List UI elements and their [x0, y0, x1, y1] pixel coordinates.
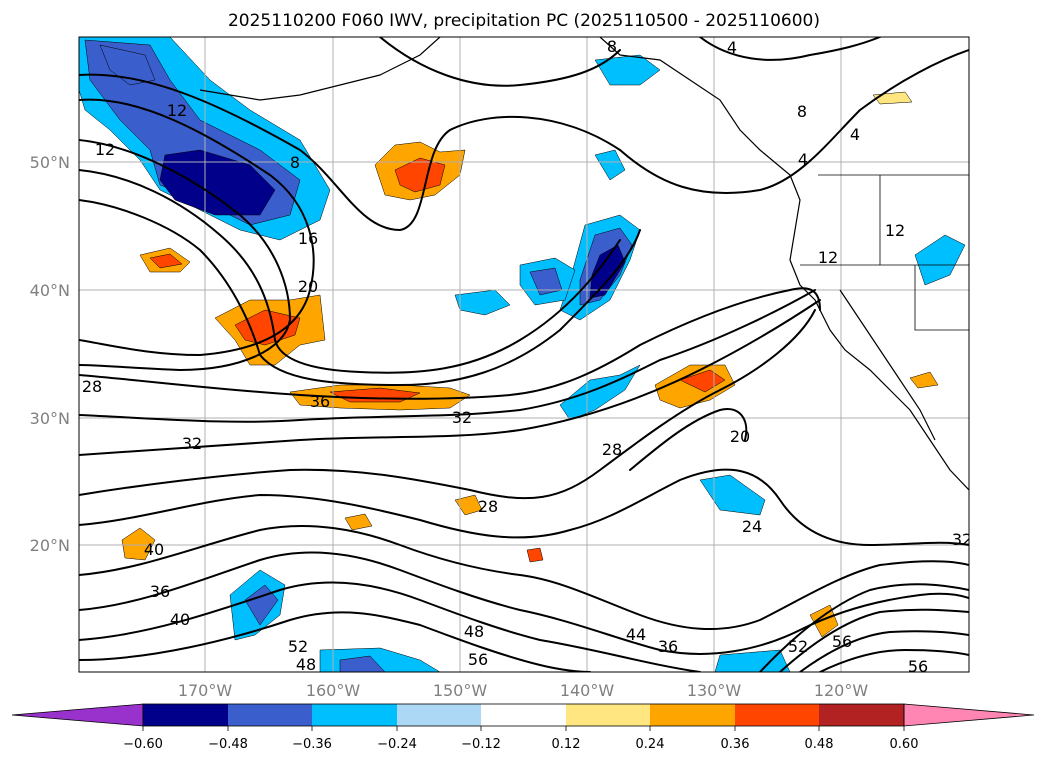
latitude-label: 40°N: [30, 281, 70, 300]
colorbar-tick-label: −0.36: [292, 737, 332, 752]
negative-anomaly-area: [714, 649, 791, 672]
contour-label: 20: [298, 277, 318, 296]
iwv-contours: [79, 37, 969, 672]
contour-label: 32: [952, 530, 972, 549]
positive-anomaly-area: [526, 547, 544, 563]
colorbar-bin: [397, 704, 481, 726]
colorbar-tick-label: 0.36: [721, 737, 750, 752]
positive-anomaly-area: [149, 253, 183, 269]
colorbar-bin: [566, 704, 650, 726]
negative-anomaly-area: [99, 44, 156, 86]
latitude-labels: 50°N 40°N 30°N 20°N: [30, 153, 70, 555]
contour-label: 56: [832, 632, 852, 651]
negative-anomaly-area: [454, 289, 511, 316]
positive-anomaly-area: [454, 494, 483, 516]
colorbar-bin: [312, 704, 397, 726]
contour-label: 16: [298, 229, 318, 248]
contour-label: 32: [182, 434, 202, 453]
colorbar-extend-high: [903, 703, 1035, 727]
contour-label: 4: [727, 38, 737, 57]
positive-anomaly-area: [809, 604, 839, 638]
colorbar-bin: [819, 704, 904, 726]
latitude-label: 30°N: [30, 409, 70, 428]
colorbar-tick-label: 0.48: [805, 737, 834, 752]
colorbar-tick-label: −0.60: [123, 737, 163, 752]
contour-label: 28: [602, 440, 622, 459]
negative-anomaly-area: [594, 54, 661, 86]
contour-label: 36: [310, 392, 330, 411]
contour-label: 8: [797, 102, 807, 121]
contour-label: 40: [144, 540, 164, 559]
longitude-label: 150°W: [433, 681, 488, 700]
contour-label: 4: [798, 150, 808, 169]
colorbar-bin: [481, 704, 566, 726]
contour-label: 36: [658, 637, 678, 656]
colorbar-tick-label: 0.60: [890, 737, 919, 752]
latitude-label: 50°N: [30, 153, 70, 172]
positive-anomaly-area: [344, 513, 373, 531]
negative-anomaly-area: [699, 474, 766, 516]
colorbar-ticks: [142, 726, 905, 731]
contour-label: 8: [607, 37, 617, 56]
colorbar-bin: [228, 704, 312, 726]
contour-label: 12: [167, 101, 187, 120]
colorbar-tick-label: −0.24: [377, 737, 417, 752]
contour-label: 20: [730, 427, 750, 446]
figure-title: 2025110200 F060 IWV, precipitation PC (2…: [228, 11, 820, 31]
contour-label: 12: [818, 248, 838, 267]
contour-label: 28: [478, 497, 498, 516]
colorbar: −0.60 −0.48 −0.36 −0.24 −0.12 0.12 0.24 …: [11, 703, 1035, 752]
colorbar-outline: [142, 703, 905, 727]
negative-anomaly-area: [594, 149, 626, 181]
contour-labels: 4 4 4 8 8 8 12 12 12 12 16 20 20 24 28 2…: [82, 37, 972, 676]
colorbar-tick-label: −0.12: [461, 737, 501, 752]
contour-label: 52: [288, 637, 308, 656]
colorbar-extend-low: [11, 703, 144, 727]
colorbar-bin: [650, 704, 735, 726]
colorbar-tick-label: −0.48: [208, 737, 248, 752]
contour-label: 12: [95, 140, 115, 159]
contour-label: 56: [908, 657, 928, 676]
longitude-label: 120°W: [814, 681, 869, 700]
gridlines: [79, 37, 969, 672]
contour-label: 56: [468, 650, 488, 669]
contour-label: 48: [464, 622, 484, 641]
map-panel: 4 4 4 8 8 8 12 12 12 12 16 20 20 24 28 2…: [78, 36, 972, 676]
negative-anomaly-area: [914, 234, 966, 286]
positive-anomaly-area: [909, 371, 939, 389]
negative-anomaly-area: [589, 244, 626, 299]
colorbar-tick-label: 0.12: [552, 737, 581, 752]
contour-label: 48: [296, 655, 316, 674]
colorbar-tick-label: 0.24: [636, 737, 665, 752]
contour-label: 52: [788, 637, 808, 656]
contour-label: 8: [290, 153, 300, 172]
contour-label: 12: [885, 221, 905, 240]
colorbar-bin: [143, 704, 228, 726]
contour-label: 40: [170, 610, 190, 629]
coastlines: [199, 37, 969, 491]
negative-anomaly-area: [159, 149, 276, 216]
longitude-label: 140°W: [560, 681, 615, 700]
longitude-label: 160°W: [306, 681, 361, 700]
negative-anomaly-area: [244, 584, 279, 626]
negative-anomaly-area: [339, 655, 386, 672]
contour-label: 24: [742, 517, 762, 536]
positive-anomaly-area: [121, 527, 156, 561]
contour-label: 32: [452, 408, 472, 427]
map-frame: [78, 36, 970, 673]
longitude-label: 170°W: [178, 681, 233, 700]
latitude-label: 20°N: [30, 536, 70, 555]
colorbar-bin: [735, 704, 819, 726]
contour-label: 28: [82, 377, 102, 396]
longitude-label: 130°W: [687, 681, 742, 700]
positive-anomaly-area: [394, 157, 446, 193]
contour-label: 36: [150, 582, 170, 601]
contour-label: 44: [626, 625, 646, 644]
contour-label: 4: [850, 125, 860, 144]
longitude-labels: 170°W 160°W 150°W 140°W 130°W 120°W: [178, 681, 869, 700]
